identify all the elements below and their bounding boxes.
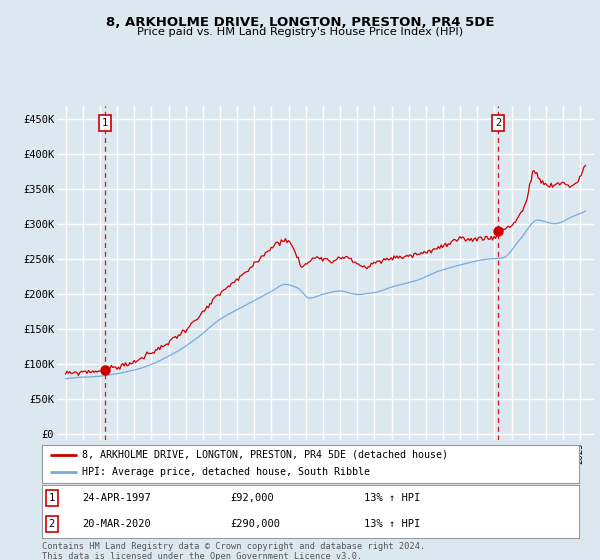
Text: £92,000: £92,000 xyxy=(230,493,274,502)
Text: 24-APR-1997: 24-APR-1997 xyxy=(82,493,151,502)
Text: 2: 2 xyxy=(49,519,55,529)
Text: 1: 1 xyxy=(102,118,109,128)
Text: 1: 1 xyxy=(49,493,55,502)
Text: 8, ARKHOLME DRIVE, LONGTON, PRESTON, PR4 5DE (detached house): 8, ARKHOLME DRIVE, LONGTON, PRESTON, PR4… xyxy=(82,450,448,460)
Text: 13% ↑ HPI: 13% ↑ HPI xyxy=(364,493,421,502)
Text: £290,000: £290,000 xyxy=(230,519,280,529)
Text: 13% ↑ HPI: 13% ↑ HPI xyxy=(364,519,421,529)
Text: 20-MAR-2020: 20-MAR-2020 xyxy=(82,519,151,529)
Text: 8, ARKHOLME DRIVE, LONGTON, PRESTON, PR4 5DE: 8, ARKHOLME DRIVE, LONGTON, PRESTON, PR4… xyxy=(106,16,494,29)
Text: 2: 2 xyxy=(495,118,502,128)
Text: Contains HM Land Registry data © Crown copyright and database right 2024.
This d: Contains HM Land Registry data © Crown c… xyxy=(42,542,425,560)
Text: HPI: Average price, detached house, South Ribble: HPI: Average price, detached house, Sout… xyxy=(82,468,370,478)
Text: Price paid vs. HM Land Registry's House Price Index (HPI): Price paid vs. HM Land Registry's House … xyxy=(137,27,463,37)
